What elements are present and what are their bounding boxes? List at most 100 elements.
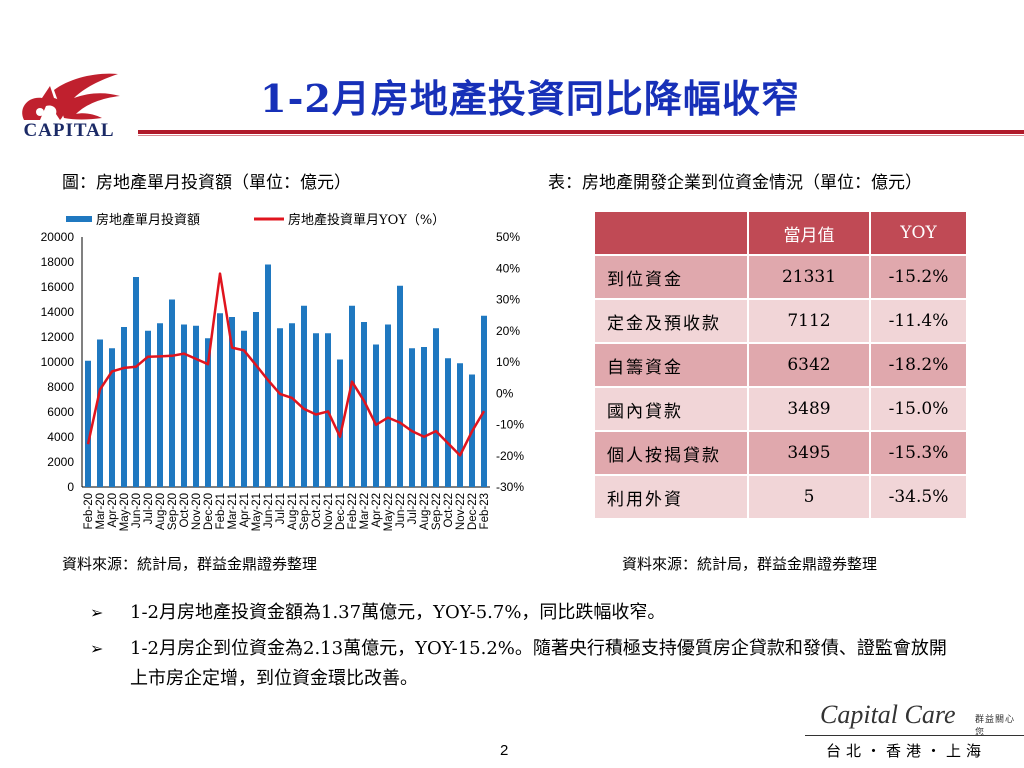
page-number: 2 [500,742,509,759]
row-value: 3489 [749,388,869,430]
title-divider-thin [138,135,1024,136]
left-axis-tick-label: 10000 [41,355,75,369]
x-axis-tick-label: Jul-21 [275,493,287,524]
bar [277,328,283,487]
logo-text: CAPITAL [23,120,115,141]
table-row: 自籌資金 6342 -18.2% [595,344,966,386]
x-axis-tick-label: Dec-20 [203,493,215,530]
bar [445,358,451,487]
row-yoy: -15.3% [871,432,966,474]
row-yoy: -15.2% [871,256,966,298]
row-label: 利用外資 [595,476,747,518]
bar [229,317,235,487]
table-header-value: 當月值 [749,212,869,254]
row-label: 到位資金 [595,256,747,298]
x-axis-tick-label: Jul-22 [407,493,419,524]
left-axis-tick-label: 12000 [41,330,75,344]
x-axis-tick-label: Feb-21 [215,493,227,529]
bar [397,285,403,487]
x-axis-tick-label: Sep-22 [431,493,443,530]
yoy-series-line [86,272,486,457]
x-axis-tick-label: Aug-21 [287,493,299,530]
table-row: 利用外資 5 -34.5% [595,476,966,518]
left-axis-tick-label: 18000 [41,255,75,269]
x-axis-tick-label: Sep-21 [299,493,311,530]
bar [385,324,391,487]
right-axis-tick-label: -20% [496,449,524,463]
right-axis-tick-label: 20% [496,324,520,338]
chart-legend: 房地產單月投資額 房地產投資單月YOY（%） [66,212,445,228]
bar [85,360,91,487]
left-axis-tick-label: 6000 [47,405,74,419]
bar [97,339,103,487]
bar [409,348,415,487]
legend-label-bar: 房地產單月投資額 [96,212,200,228]
legend-label-line: 房地產投資單月YOY（%） [288,212,445,228]
bar [481,315,487,487]
x-axis-tick-label: Oct-20 [179,493,191,528]
x-axis-tick-label: Nov-20 [191,493,203,530]
x-axis-tick-label: Dec-21 [335,493,347,530]
funds-table: 當月值 YOY 到位資金 21331 -15.2% 定金及預收款 7112 -1… [593,210,968,520]
x-axis-tick-label: Apr-21 [239,493,251,528]
bar [253,312,259,487]
row-label: 定金及預收款 [595,300,747,342]
x-axis-tick-label: Mar-21 [227,493,239,529]
bullet-text: 1-2月房地產投資金額為1.37萬億元，YOY-5.7%，同比跌幅收窄。 [130,602,666,623]
table-source-note: 資料來源：統計局，群益金鼎證券整理 [622,555,878,573]
bullet-text: 1-2月房企到位資金為2.13萬億元，YOY-15.2%。隨著央行積極支持優質房… [130,638,947,689]
table-row: 國內貸款 3489 -15.0% [595,388,966,430]
right-axis-tick-label: -30% [496,480,524,494]
investment-chart: 房地產單月投資額 房地產投資單月YOY（%） 0 2000 4000 6000 8000… [41,212,525,531]
x-axis-tick-label: Mar-22 [359,493,371,529]
x-axis-tick-label: Nov-21 [323,493,335,530]
x-axis-tick-label: Aug-20 [155,493,167,530]
footer-brand-sub: 群益關心您 [975,715,1016,738]
x-axis-tick-label: Aug-22 [419,493,431,530]
bar [169,299,175,487]
row-label: 個人按揭貸款 [595,432,747,474]
row-label: 國內貸款 [595,388,747,430]
x-axis-tick-label: May-22 [383,493,395,531]
bar [421,347,427,487]
table-row: 個人按揭貸款 3495 -15.3% [595,432,966,474]
row-value: 5 [749,476,869,518]
bar [121,327,127,487]
x-axis-tick-label: May-20 [119,493,131,531]
left-axis-tick-label: 16000 [41,280,75,294]
bar [109,348,115,487]
left-axis-tick-label: 8000 [47,380,74,394]
row-value: 21331 [749,256,869,298]
bar [217,313,223,487]
bar [157,323,163,487]
x-axis-tick-label: Feb-20 [83,493,95,529]
x-axis-tick-label: Sep-20 [167,493,179,530]
bar [289,323,295,487]
bar [361,322,367,487]
bar [433,328,439,487]
row-yoy: -34.5% [871,476,966,518]
left-axis-tick-label: 2000 [47,455,74,469]
right-axis-tick-label: 10% [496,355,520,369]
x-axis-tick-label: Feb-23 [479,493,491,529]
table-row: 定金及預收款 7112 -11.4% [595,300,966,342]
table-header-yoy: YOY [871,212,966,254]
footer-cities: 台北・香港・上海 [826,742,987,760]
bar [457,363,463,487]
row-value: 3495 [749,432,869,474]
right-axis-tick-label: 0% [496,386,514,400]
row-value: 6342 [749,344,869,386]
left-axis-tick-label: 4000 [47,430,74,444]
bar [133,277,139,487]
arrowhead-bullet-icon: ➢ [90,639,104,658]
x-axis-tick-label: Feb-22 [347,493,359,529]
page-title: 1-2月房地產投資同比降幅收窄 [260,76,800,121]
table-row: 到位資金 21331 -15.2% [595,256,966,298]
right-axis-tick-label: -10% [496,418,524,432]
x-axis-tick-label: Jul-20 [143,493,155,524]
bar [349,305,355,487]
bar [205,338,211,487]
right-axis-tick-label: 50% [496,230,520,244]
x-axis-tick-label: Oct-22 [443,493,455,528]
row-label: 自籌資金 [595,344,747,386]
